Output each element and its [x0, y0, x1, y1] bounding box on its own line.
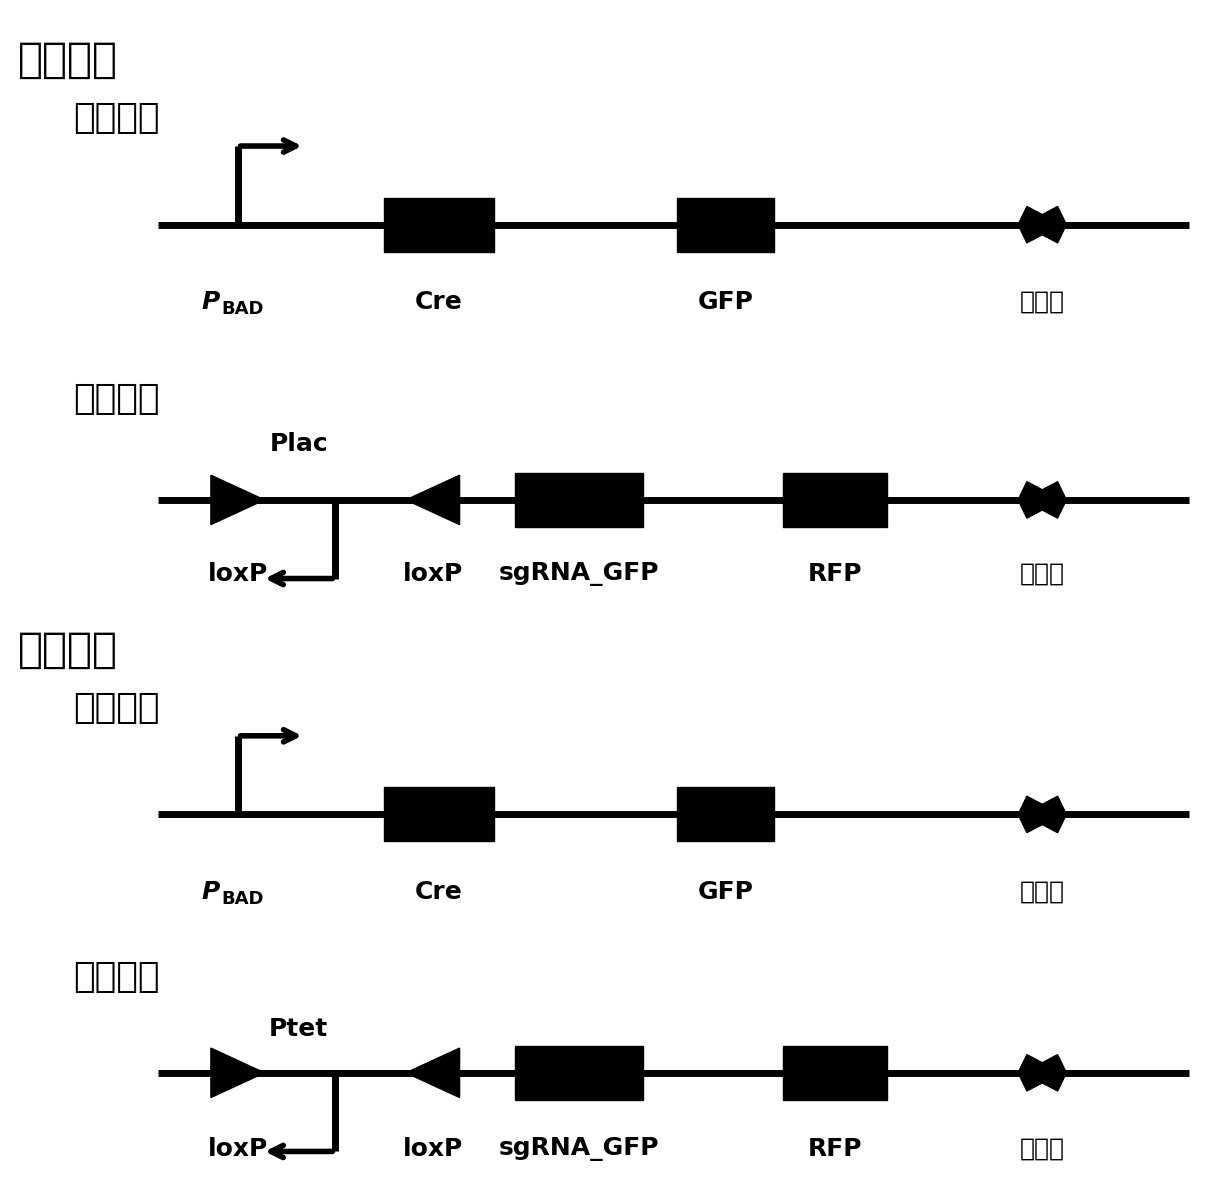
Bar: [784, 472, 887, 526]
Text: 第二线路: 第二线路: [73, 382, 160, 416]
Text: 终止子: 终止子: [1020, 880, 1064, 904]
Text: sgRNA_GFP: sgRNA_GFP: [499, 1137, 659, 1161]
Text: Cre: Cre: [414, 290, 463, 314]
Text: GFP: GFP: [697, 290, 753, 314]
Text: RFP: RFP: [808, 1137, 862, 1161]
Bar: [677, 787, 774, 841]
Bar: [784, 1046, 887, 1100]
Polygon shape: [211, 475, 265, 524]
Text: Plac: Plac: [269, 433, 328, 457]
Text: RFP: RFP: [808, 561, 862, 585]
Bar: [677, 197, 774, 251]
Bar: [516, 472, 644, 526]
Polygon shape: [1018, 207, 1067, 243]
Text: P: P: [201, 880, 219, 904]
Text: loxP: loxP: [207, 561, 268, 585]
Text: Cre: Cre: [414, 880, 463, 904]
Text: 终止子: 终止子: [1020, 290, 1064, 314]
Text: 终止子: 终止子: [1020, 1137, 1064, 1161]
Text: loxP: loxP: [402, 561, 463, 585]
Text: loxP: loxP: [402, 1137, 463, 1161]
Bar: [516, 1046, 644, 1100]
Text: BAD: BAD: [222, 889, 265, 908]
Bar: [384, 787, 494, 841]
Polygon shape: [1018, 796, 1067, 833]
Polygon shape: [211, 1048, 265, 1097]
Text: loxP: loxP: [207, 1137, 268, 1161]
Text: Ptet: Ptet: [269, 1017, 328, 1041]
Text: 第四线路: 第四线路: [73, 960, 160, 994]
Bar: [384, 197, 494, 251]
Polygon shape: [1018, 482, 1067, 518]
Text: BAD: BAD: [222, 300, 265, 319]
Polygon shape: [406, 1048, 460, 1097]
Polygon shape: [1018, 1054, 1067, 1091]
Text: 第三线路: 第三线路: [73, 691, 160, 725]
Text: sgRNA_GFP: sgRNA_GFP: [499, 561, 659, 585]
Polygon shape: [406, 475, 460, 524]
Text: 第二细胞: 第二细胞: [18, 629, 118, 671]
Text: 终止子: 终止子: [1020, 561, 1064, 585]
Text: P: P: [201, 290, 219, 314]
Text: 第一细胞: 第一细胞: [18, 40, 118, 82]
Text: 第一线路: 第一线路: [73, 101, 160, 135]
Text: GFP: GFP: [697, 880, 753, 904]
